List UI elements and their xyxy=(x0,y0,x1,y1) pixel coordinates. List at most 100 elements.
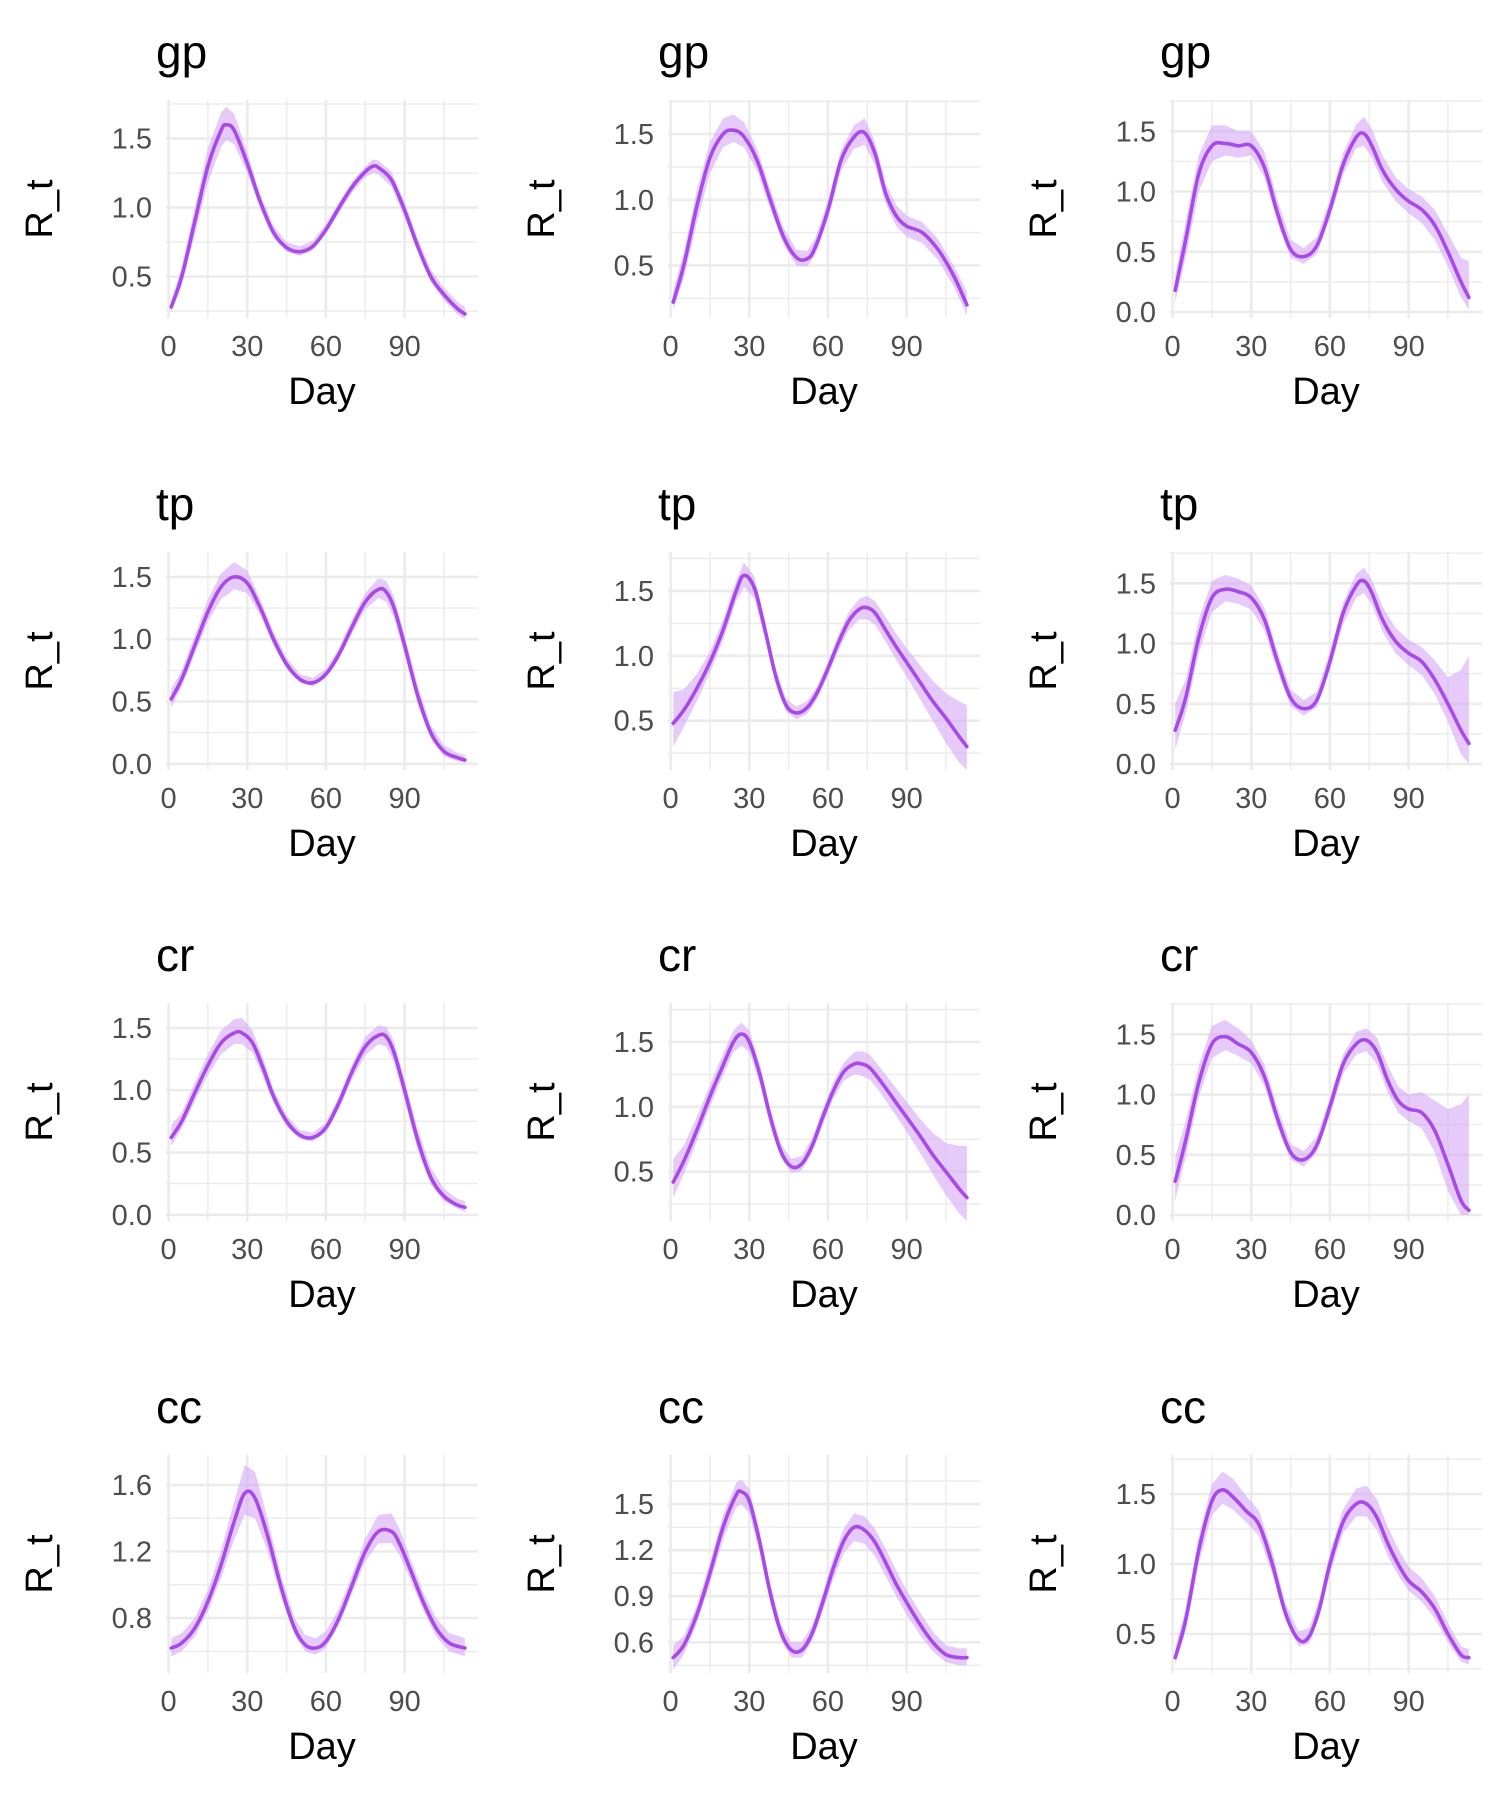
y-tick-label: 0.5 xyxy=(614,251,654,283)
x-axis-title: Day xyxy=(288,371,356,413)
y-axis-title: R_t xyxy=(19,631,61,691)
panel-title: cr xyxy=(1160,929,1198,981)
x-tick-label: 60 xyxy=(1314,331,1346,363)
x-tick-label: 30 xyxy=(1235,783,1267,815)
y-tick-label: 0.5 xyxy=(1116,1140,1156,1172)
x-tick-label: 90 xyxy=(890,783,922,815)
x-tick-label: 0 xyxy=(1165,331,1181,363)
panel-title: cc xyxy=(156,1381,202,1433)
x-tick-label: 60 xyxy=(812,783,844,815)
x-tick-label: 90 xyxy=(388,1234,420,1266)
x-axis-title: Day xyxy=(1292,371,1360,413)
x-tick-label: 90 xyxy=(1392,331,1424,363)
x-tick-label: 0 xyxy=(161,1686,177,1718)
y-tick-label: 0.5 xyxy=(1116,1619,1156,1651)
y-axis-title: R_t xyxy=(521,1534,563,1594)
x-tick-label: 90 xyxy=(890,1234,922,1266)
rt-line xyxy=(671,128,969,307)
x-tick-label: 30 xyxy=(1235,1686,1267,1718)
x-tick-label: 60 xyxy=(1314,1234,1346,1266)
x-tick-label: 60 xyxy=(1314,1686,1346,1718)
x-tick-label: 90 xyxy=(388,331,420,363)
x-tick-label: 0 xyxy=(663,331,679,363)
x-tick-label: 60 xyxy=(812,331,844,363)
y-tick-label: 1.5 xyxy=(112,124,152,156)
panel-title: cc xyxy=(658,1381,704,1433)
panel-title: tp xyxy=(658,478,696,530)
y-tick-label: 0.5 xyxy=(112,262,152,294)
rt-line xyxy=(169,122,467,316)
rt-line xyxy=(671,1488,969,1660)
x-tick-label: 90 xyxy=(388,1686,420,1718)
y-tick-label: 1.5 xyxy=(614,1489,654,1521)
x-tick-label: 0 xyxy=(1165,1234,1181,1266)
y-tick-label: 0.0 xyxy=(112,1200,152,1232)
y-tick-label: 1.5 xyxy=(614,119,654,151)
y-axis-title: R_t xyxy=(19,1082,61,1142)
grid xyxy=(166,1003,478,1221)
x-axis-title: Day xyxy=(790,823,858,865)
y-axis-title: R_t xyxy=(1023,1534,1065,1594)
x-tick-label: 30 xyxy=(231,1234,263,1266)
x-tick-label: 60 xyxy=(310,783,342,815)
x-tick-label: 0 xyxy=(1165,783,1181,815)
y-tick-label: 1.0 xyxy=(1116,1549,1156,1581)
y-tick-label: 0.6 xyxy=(614,1627,654,1659)
x-tick-label: 30 xyxy=(231,783,263,815)
x-tick-label: 60 xyxy=(310,331,342,363)
y-tick-label: 0.5 xyxy=(614,706,654,738)
panel-title: tp xyxy=(1160,478,1198,530)
y-axis-title: R_t xyxy=(521,179,563,239)
x-tick-label: 90 xyxy=(890,331,922,363)
x-tick-label: 60 xyxy=(310,1234,342,1266)
y-tick-label: 1.0 xyxy=(112,624,152,656)
chart-panel-10: 0 30 60 90 0.8 1.2 1.6 cc Day R_t xyxy=(19,1381,478,1768)
grid xyxy=(166,100,478,318)
y-tick-label: 1.5 xyxy=(112,562,152,594)
y-tick-label: 0.5 xyxy=(1116,689,1156,721)
x-tick-label: 30 xyxy=(733,783,765,815)
y-tick-label: 0.0 xyxy=(1116,749,1156,781)
y-tick-label: 1.0 xyxy=(614,1092,654,1124)
rt-line xyxy=(1173,131,1471,300)
x-tick-label: 0 xyxy=(663,783,679,815)
y-tick-label: 1.0 xyxy=(1116,629,1156,661)
x-tick-label: 30 xyxy=(733,1234,765,1266)
x-tick-label: 0 xyxy=(663,1686,679,1718)
x-tick-label: 90 xyxy=(1392,1234,1424,1266)
x-tick-label: 30 xyxy=(733,1686,765,1718)
chart-panel-12: 0 30 60 90 0.5 1.0 1.5 cc Day R_t xyxy=(1023,1381,1482,1768)
chart-panel-6: 0 30 60 90 0.0 0.5 1.0 1.5 tp Day R_t xyxy=(1023,478,1482,865)
y-tick-label: 1.0 xyxy=(1116,177,1156,209)
confidence-ribbon xyxy=(1175,116,1469,310)
confidence-ribbon xyxy=(171,1465,465,1657)
confidence-ribbon xyxy=(673,1479,967,1670)
grid xyxy=(668,100,980,318)
y-tick-label: 0.0 xyxy=(112,749,152,781)
chart-panel-7: 0 30 60 90 0.0 0.5 1.0 1.5cr Day R_t xyxy=(19,929,478,1316)
panel-title: gp xyxy=(658,26,709,78)
rt-line xyxy=(169,1029,467,1210)
y-axis-title: R_t xyxy=(521,1082,563,1142)
x-tick-label: 30 xyxy=(1235,1234,1267,1266)
x-tick-label: 30 xyxy=(231,331,263,363)
x-tick-label: 90 xyxy=(388,783,420,815)
x-axis-title: Day xyxy=(790,1726,858,1768)
x-axis-title: Day xyxy=(790,1274,858,1316)
x-tick-label: 0 xyxy=(161,783,177,815)
y-axis-title: R_t xyxy=(1023,1082,1065,1142)
y-tick-label: 1.5 xyxy=(1116,568,1156,600)
x-axis-title: Day xyxy=(1292,1274,1360,1316)
x-axis-title: Day xyxy=(1292,1726,1360,1768)
y-tick-label: 1.0 xyxy=(614,185,654,217)
x-tick-label: 30 xyxy=(231,1686,263,1718)
y-tick-label: 0.9 xyxy=(614,1581,654,1613)
chart-panel-11: 0 30 60 90 0.6 0.9 1.2 1.5 cc Day R_t xyxy=(521,1381,980,1768)
chart-panel-2: 0 30 60 90 0.5 1.0 1.5 gp Day R_t xyxy=(521,26,980,413)
panel-title: cr xyxy=(156,929,194,981)
rt-line xyxy=(169,574,467,762)
rt-line xyxy=(671,1032,969,1200)
y-axis-title: R_t xyxy=(19,1534,61,1594)
y-tick-label: 1.2 xyxy=(614,1535,654,1567)
